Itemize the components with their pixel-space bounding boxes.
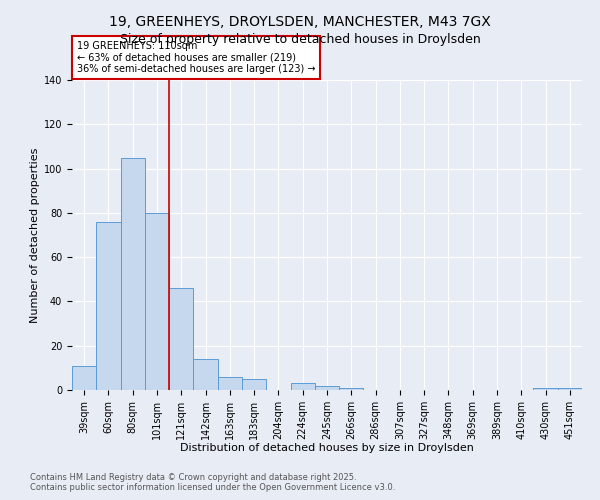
Bar	[558, 388, 582, 390]
Text: Contains HM Land Registry data © Crown copyright and database right 2025.: Contains HM Land Registry data © Crown c…	[30, 474, 356, 482]
Bar	[339, 388, 364, 390]
Text: Contains public sector information licensed under the Open Government Licence v3: Contains public sector information licen…	[30, 484, 395, 492]
Bar	[72, 366, 96, 390]
Text: Size of property relative to detached houses in Droylsden: Size of property relative to detached ho…	[119, 32, 481, 46]
Bar	[218, 376, 242, 390]
Bar	[145, 213, 169, 390]
Bar	[169, 288, 193, 390]
Bar	[193, 359, 218, 390]
Y-axis label: Number of detached properties: Number of detached properties	[29, 148, 40, 322]
Bar	[121, 158, 145, 390]
Bar	[315, 386, 339, 390]
Text: 19 GREENHEYS: 110sqm
← 63% of detached houses are smaller (219)
36% of semi-deta: 19 GREENHEYS: 110sqm ← 63% of detached h…	[77, 40, 316, 74]
Bar	[96, 222, 121, 390]
Bar	[533, 388, 558, 390]
Bar	[242, 379, 266, 390]
Bar	[290, 384, 315, 390]
Text: 19, GREENHEYS, DROYLSDEN, MANCHESTER, M43 7GX: 19, GREENHEYS, DROYLSDEN, MANCHESTER, M4…	[109, 15, 491, 29]
X-axis label: Distribution of detached houses by size in Droylsden: Distribution of detached houses by size …	[180, 444, 474, 454]
